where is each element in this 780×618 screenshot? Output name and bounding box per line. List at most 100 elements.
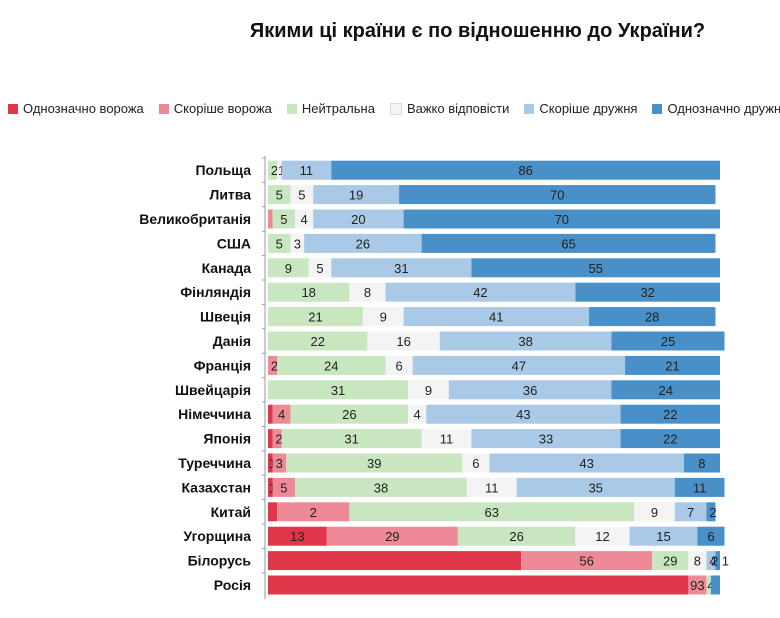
bar-segment [268, 233, 291, 253]
bar-segment [281, 429, 422, 449]
data-label: 4 [709, 554, 716, 569]
data-label: 4 [301, 212, 308, 227]
data-label: 63 [485, 505, 499, 520]
data-label: 3 [276, 456, 283, 471]
bar-segment [588, 307, 716, 327]
data-label: 5 [276, 188, 283, 203]
legend-label: Однозначно дружня [667, 101, 780, 116]
data-label: 70 [555, 212, 569, 227]
data-label: 29 [663, 554, 677, 569]
bar-segment [326, 526, 458, 546]
data-label: 2 [271, 358, 278, 373]
legend-swatch [286, 103, 297, 114]
legend-label: Нейтральна [301, 101, 375, 116]
data-label: 1 [278, 163, 285, 178]
data-label: 7 [687, 505, 694, 520]
bar-segment [688, 575, 707, 595]
data-label: 1 [269, 480, 276, 495]
bar-segment [286, 453, 463, 473]
category-label: Фінляндія [180, 284, 251, 300]
bar-segment [706, 551, 716, 571]
bar-segment [620, 404, 720, 424]
category-label: Китай [211, 504, 251, 520]
bar-segment [268, 307, 363, 327]
bar-segment [295, 209, 314, 229]
bar-segment [471, 258, 720, 278]
bar-segment [706, 575, 711, 595]
bar-segment [385, 282, 576, 302]
legend-swatch [524, 103, 535, 114]
category-label: Японія [203, 431, 251, 447]
data-label: 38 [518, 334, 532, 349]
data-label: 11 [440, 432, 454, 447]
bar-segment [304, 233, 422, 253]
legend-swatch [389, 102, 402, 115]
category-label: Білорусь [188, 553, 252, 569]
legend-swatch [158, 103, 169, 114]
bar-segment [489, 453, 684, 473]
bar-segment [412, 355, 626, 375]
data-label: 21 [308, 310, 322, 325]
data-label: 26 [356, 236, 370, 251]
bar-segment [277, 355, 386, 375]
data-label: 9 [425, 383, 432, 398]
bar-segment [313, 185, 400, 205]
data-label: 43 [516, 407, 530, 422]
bar-segment [367, 331, 440, 351]
bar-segment [516, 477, 675, 497]
bar-segment [268, 551, 522, 571]
bar-segment [268, 331, 368, 351]
data-label: 5 [316, 261, 323, 276]
bar-segment [408, 404, 427, 424]
data-label: 5 [298, 188, 305, 203]
data-label: 26 [509, 529, 523, 544]
bar-segment [272, 429, 282, 449]
bar-segment [331, 258, 472, 278]
bar-segment [457, 526, 576, 546]
bar-segment [268, 258, 309, 278]
bar-segment [290, 404, 409, 424]
category-label: Туреччина [178, 455, 251, 471]
data-label: 42 [473, 285, 487, 300]
data-label: 28 [645, 310, 659, 325]
bar-segment [426, 404, 621, 424]
bar-segment [272, 404, 291, 424]
bar-segment [688, 551, 707, 571]
bar-segment [295, 477, 467, 497]
bar-segment [674, 502, 707, 522]
bar-segment [575, 282, 720, 302]
bar-segment [408, 380, 449, 400]
data-label: 18 [301, 285, 315, 300]
data-label: 5 [276, 236, 283, 251]
category-label: Угорщина [183, 528, 251, 544]
legend-label: Скоріше дружня [539, 101, 638, 116]
data-label: 55 [588, 261, 602, 276]
bar-segment [674, 477, 725, 497]
data-label: 1 [269, 456, 276, 471]
category-label: США [217, 235, 251, 251]
bar-segment [625, 355, 720, 375]
bar-segment [281, 160, 332, 180]
data-label: 93 [690, 578, 704, 593]
data-label: 43 [579, 456, 593, 471]
bar-segment [462, 453, 490, 473]
bar-segment [611, 380, 720, 400]
data-label: 56 [579, 554, 593, 569]
bar-segment [349, 502, 635, 522]
legend-item: Однозначно ворожа [8, 101, 144, 116]
data-label: 8 [364, 285, 371, 300]
data-label: 26 [342, 407, 356, 422]
category-label: Данія [213, 333, 251, 349]
bar-segment [268, 160, 278, 180]
data-label: 2 [275, 432, 282, 447]
bar-segment [471, 429, 621, 449]
data-label: 35 [588, 480, 602, 495]
bar-segment [448, 380, 612, 400]
data-label: 38 [374, 480, 388, 495]
data-label: 13 [290, 529, 304, 544]
chart-title: Якими ці країни є по відношенню до Украї… [249, 20, 706, 42]
data-label: 9 [380, 310, 387, 325]
legend: Однозначно ворожа Скоріше ворожа Нейтральн… [8, 101, 780, 116]
bar-segment [268, 502, 278, 522]
